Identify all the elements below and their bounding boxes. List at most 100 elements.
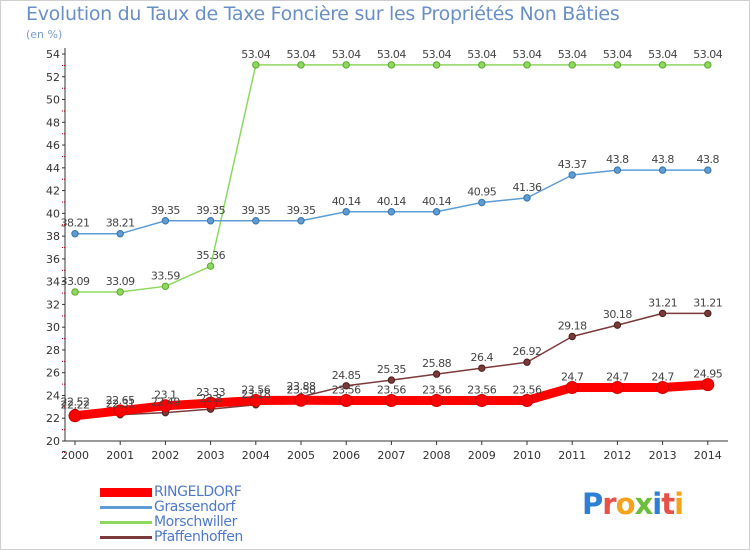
data-point-morschwiller bbox=[71, 288, 79, 296]
data-label-morschwiller: 53.04 bbox=[422, 48, 451, 61]
data-point-morschwiller bbox=[568, 61, 576, 69]
data-label-morschwiller: 53.04 bbox=[287, 48, 316, 61]
legend-item-grassendorf[interactable]: Grassendorf bbox=[100, 499, 330, 515]
legend-item-morschwiller[interactable]: Morschwiller bbox=[100, 514, 330, 530]
data-point-grassendorf bbox=[613, 166, 622, 174]
data-point-grassendorf bbox=[523, 194, 531, 202]
data-label-pfaffenhoffen: 22.8 bbox=[199, 392, 222, 405]
data-label-morschwiller: 53.04 bbox=[513, 48, 542, 61]
x-tick-label: 2008 bbox=[423, 449, 451, 462]
data-point-grassendorf bbox=[116, 230, 124, 238]
data-point-ringeldorf bbox=[68, 409, 82, 423]
data-label-grassendorf: 39.35 bbox=[241, 204, 270, 217]
chart-legend: RINGELDORF Grassendorf Morschwiller Pfaf… bbox=[100, 484, 330, 545]
legend-label-grassendorf: Grassendorf bbox=[154, 499, 235, 515]
y-tick-label: 42 bbox=[46, 185, 60, 198]
data-label-morschwiller: 53.04 bbox=[332, 48, 361, 61]
data-point-morschwiller bbox=[478, 61, 486, 69]
y-tick-label: 36 bbox=[46, 253, 60, 266]
logo-letter: r bbox=[602, 487, 616, 521]
data-label-morschwiller: 53.04 bbox=[603, 48, 632, 61]
data-label-ringeldorf: 24.7 bbox=[606, 371, 629, 384]
chart-title: Evolution du Taux de Taxe Foncière sur l… bbox=[26, 3, 620, 25]
y-tick-label: 48 bbox=[46, 116, 60, 129]
data-label-grassendorf: 39.35 bbox=[151, 204, 180, 217]
data-point-morschwiller bbox=[161, 282, 170, 291]
legend-item-ringeldorf[interactable]: RINGELDORF bbox=[100, 484, 330, 500]
data-point-ringeldorf bbox=[204, 396, 218, 410]
data-label-ringeldorf: 23.56 bbox=[241, 383, 270, 396]
logo-letter: i bbox=[674, 487, 684, 521]
data-label-morschwiller: 33.09 bbox=[106, 275, 135, 288]
data-point-morschwiller bbox=[297, 61, 305, 69]
x-tick-label: 2000 bbox=[61, 449, 89, 462]
y-tick-label: 20 bbox=[46, 435, 60, 448]
data-point-grassendorf bbox=[478, 198, 486, 207]
data-point-morschwiller bbox=[658, 61, 667, 69]
x-tick-label: 2014 bbox=[694, 449, 722, 462]
x-tick-label: 2011 bbox=[558, 449, 586, 462]
legend-label-ringeldorf: RINGELDORF bbox=[154, 484, 242, 500]
logo-letter: i bbox=[652, 487, 662, 521]
legend-swatch-ringeldorf bbox=[100, 488, 152, 497]
y-tick-label: 40 bbox=[46, 207, 60, 220]
data-point-grassendorf bbox=[342, 208, 350, 216]
data-label-ringeldorf: 23.58 bbox=[287, 383, 316, 396]
data-label-grassendorf: 43.8 bbox=[606, 153, 629, 166]
y-tick-label: 34 bbox=[46, 276, 60, 289]
y-tick-label: 46 bbox=[46, 139, 60, 152]
y-tick-label: 28 bbox=[46, 344, 60, 357]
x-tick-label: 2001 bbox=[106, 449, 134, 462]
data-label-ringeldorf: 23.56 bbox=[377, 383, 406, 396]
data-point-grassendorf bbox=[297, 217, 305, 225]
y-tick-label: 26 bbox=[46, 367, 60, 380]
data-label-pfaffenhoffen: 29.18 bbox=[558, 320, 587, 333]
x-tick-label: 2004 bbox=[242, 449, 270, 462]
data-point-morschwiller bbox=[206, 262, 215, 270]
x-tick-label: 2003 bbox=[197, 449, 225, 462]
data-label-morschwiller: 35.36 bbox=[196, 249, 225, 262]
data-point-grassendorf bbox=[206, 217, 215, 225]
data-point-morschwiller bbox=[613, 61, 622, 69]
y-tick-label: 30 bbox=[46, 321, 60, 334]
data-label-pfaffenhoffen: 23.88 bbox=[287, 380, 316, 393]
legend-label-morschwiller: Morschwiller bbox=[154, 514, 237, 530]
y-tick-label: 22 bbox=[46, 412, 60, 425]
logo-letter: P bbox=[582, 487, 603, 521]
data-label-morschwiller: 53.04 bbox=[558, 48, 587, 61]
data-label-grassendorf: 38.21 bbox=[106, 217, 135, 230]
x-tick-label: 2010 bbox=[513, 449, 541, 462]
y-tick-label: 38 bbox=[46, 230, 60, 243]
data-label-ringeldorf: 23.56 bbox=[513, 383, 542, 396]
data-label-morschwiller: 53.04 bbox=[693, 48, 722, 61]
data-point-grassendorf bbox=[71, 230, 79, 238]
y-tick-label: 54 bbox=[46, 48, 60, 61]
data-point-morschwiller bbox=[704, 61, 712, 69]
data-label-morschwiller: 53.04 bbox=[467, 48, 496, 61]
legend-item-pfaffenhoffen[interactable]: Pfaffenhoffen bbox=[100, 529, 330, 545]
data-point-pfaffenhoffen bbox=[658, 309, 667, 318]
data-label-pfaffenhoffen: 25.35 bbox=[377, 363, 406, 376]
data-point-grassendorf bbox=[658, 166, 667, 174]
data-point-ringeldorf bbox=[430, 393, 444, 407]
data-label-ringeldorf: 24.7 bbox=[561, 371, 584, 384]
data-label-grassendorf: 43.8 bbox=[651, 153, 674, 166]
data-label-pfaffenhoffen: 22.52 bbox=[61, 395, 90, 408]
data-point-grassendorf bbox=[568, 171, 576, 179]
data-label-ringeldorf: 24.7 bbox=[651, 371, 674, 384]
data-label-grassendorf: 41.36 bbox=[513, 181, 542, 194]
data-label-ringeldorf: 22.65 bbox=[106, 394, 135, 407]
data-label-morschwiller: 33.59 bbox=[151, 269, 180, 282]
data-label-pfaffenhoffen: 23.18 bbox=[241, 388, 270, 401]
data-point-ringeldorf bbox=[384, 393, 398, 407]
data-label-ringeldorf: 23.33 bbox=[196, 386, 225, 399]
data-point-ringeldorf bbox=[701, 378, 715, 392]
data-point-ringeldorf bbox=[475, 393, 489, 407]
data-label-morschwiller: 53.04 bbox=[648, 48, 677, 61]
data-label-grassendorf: 40.14 bbox=[422, 195, 451, 208]
data-label-grassendorf: 43.8 bbox=[697, 153, 720, 166]
x-tick-label: 2006 bbox=[332, 449, 360, 462]
proxiti-logo: Proxiti bbox=[582, 487, 684, 521]
data-point-pfaffenhoffen bbox=[432, 370, 441, 378]
